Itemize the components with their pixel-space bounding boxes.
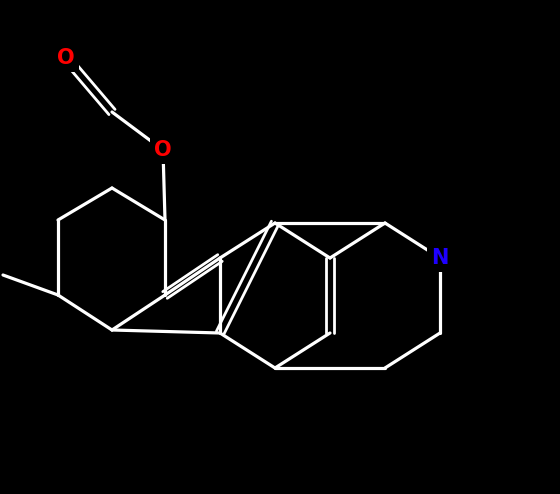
Text: O: O bbox=[57, 48, 75, 68]
Text: N: N bbox=[431, 248, 449, 268]
Text: O: O bbox=[154, 140, 172, 160]
